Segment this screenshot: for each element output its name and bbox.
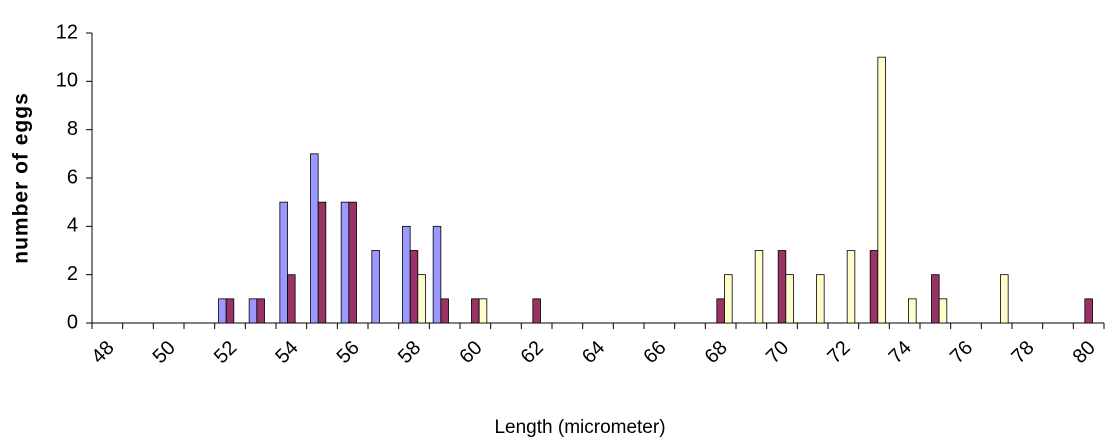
bar xyxy=(1001,275,1009,323)
bar xyxy=(786,275,794,323)
x-tick-label: 50 xyxy=(149,337,180,368)
bar xyxy=(311,154,319,323)
bar xyxy=(817,275,825,323)
y-tick-label: 10 xyxy=(56,70,78,92)
x-tick-label: 54 xyxy=(271,337,302,368)
bar xyxy=(226,299,234,323)
bar xyxy=(318,202,326,323)
bar xyxy=(372,251,380,324)
y-tick-label: 4 xyxy=(67,215,78,237)
bar xyxy=(288,275,296,323)
bar xyxy=(341,202,349,323)
bar xyxy=(533,299,541,323)
bar xyxy=(418,275,426,323)
y-tick-label: 8 xyxy=(67,118,78,140)
x-tick-label: 48 xyxy=(87,337,118,368)
bar xyxy=(410,251,418,324)
bar xyxy=(755,251,763,324)
x-tick-label: 56 xyxy=(333,337,364,368)
bar xyxy=(472,299,480,323)
bar xyxy=(441,299,449,323)
bar xyxy=(725,275,733,323)
x-tick-label: 64 xyxy=(578,337,609,368)
bar xyxy=(870,251,878,324)
x-tick-label: 62 xyxy=(517,337,548,368)
x-tick-label: 66 xyxy=(639,337,670,368)
y-tick-label: 2 xyxy=(67,263,78,285)
bar xyxy=(403,226,411,323)
y-axis-label: number of eggs xyxy=(10,92,33,264)
chart: number of eggs Length (micrometer) 02468… xyxy=(0,0,1109,442)
bar xyxy=(939,299,947,323)
bar xyxy=(219,299,227,323)
bar xyxy=(717,299,725,323)
bar xyxy=(257,299,265,323)
x-axis-label: Length (micrometer) xyxy=(494,417,665,438)
bar xyxy=(433,226,441,323)
x-tick-label: 68 xyxy=(701,337,732,368)
x-tick-label: 76 xyxy=(946,337,977,368)
bar xyxy=(847,251,855,324)
y-tick-label: 12 xyxy=(56,21,78,43)
x-tick-label: 78 xyxy=(1007,337,1038,368)
bar xyxy=(909,299,917,323)
bar xyxy=(280,202,288,323)
x-tick-label: 70 xyxy=(762,337,793,368)
bar xyxy=(932,275,940,323)
y-tick-label: 6 xyxy=(67,166,78,188)
x-tick-label: 52 xyxy=(210,337,241,368)
x-tick-label: 60 xyxy=(455,337,486,368)
bar xyxy=(778,251,786,324)
bar xyxy=(249,299,257,323)
x-tick-label: 72 xyxy=(823,337,854,368)
bar xyxy=(349,202,357,323)
y-tick-label: 0 xyxy=(67,311,78,333)
bar xyxy=(878,57,886,323)
bar xyxy=(479,299,487,323)
x-tick-label: 74 xyxy=(885,337,916,368)
x-tick-label: 58 xyxy=(394,337,425,368)
bar xyxy=(1085,299,1093,323)
x-tick-label: 80 xyxy=(1069,337,1100,368)
